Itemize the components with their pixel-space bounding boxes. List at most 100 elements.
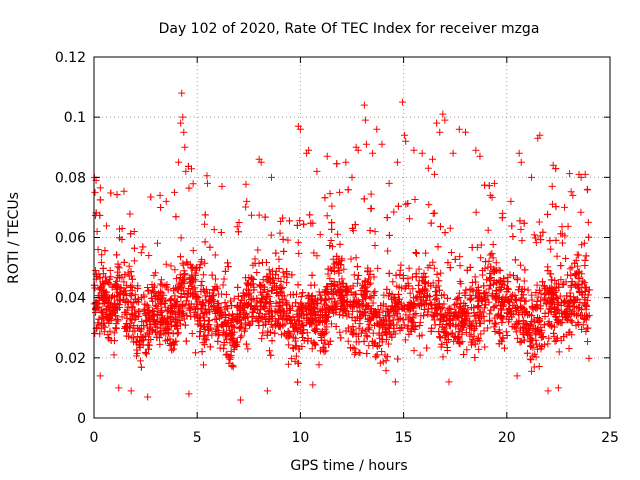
data-point [377,301,385,309]
data-point-peak [391,378,399,386]
data-point [169,329,177,337]
data-point [312,325,320,333]
data-point [132,314,140,322]
data-point [548,322,556,330]
data-point [149,286,157,294]
data-point [439,353,447,361]
data-point-peak [243,197,251,205]
data-point [499,315,507,323]
data-point [544,340,552,348]
data-point [540,295,548,303]
data-point [279,214,287,222]
data-point [374,264,382,272]
data-point [527,342,535,350]
data-point [196,328,204,336]
data-point [168,321,176,329]
data-point [532,336,540,344]
data-point [541,294,549,302]
data-point [283,279,291,287]
data-point [290,327,298,335]
data-point [92,266,100,274]
data-point [583,324,591,332]
data-point [228,328,236,336]
data-point [349,330,357,338]
data-point [281,329,289,337]
data-point [438,340,446,348]
data-point [536,331,544,339]
data-point [466,285,474,293]
data-point [467,322,475,330]
data-point [130,228,138,236]
data-point [486,251,494,259]
data-point [504,297,512,305]
data-point [561,232,569,240]
data-point [537,345,545,353]
data-point [332,322,340,330]
data-point [430,264,438,272]
data-point-peak [309,381,317,389]
data-point [312,312,320,320]
data-point [509,233,517,241]
data-point [265,266,273,274]
data-point [564,222,572,230]
data-point [389,278,397,286]
data-point [103,277,111,285]
data-point [491,328,499,336]
data-point [276,283,284,291]
data-point [357,329,365,337]
data-point [500,275,508,283]
data-point [375,322,383,330]
data-point [391,330,399,338]
data-point [199,271,207,279]
data-point-peak [115,384,123,392]
data-point-peak [393,158,401,166]
data-point [239,289,247,297]
data-point [359,296,367,304]
data-point [351,221,359,229]
data-point [101,273,109,281]
data-point [304,291,312,299]
data-point [461,316,469,324]
x-tick-label: 0 [90,430,99,446]
data-point [430,312,438,320]
data-point [367,190,375,198]
data-point [142,350,150,358]
data-point [277,331,285,339]
data-point [383,285,391,293]
data-point [121,271,129,279]
data-point [307,281,315,289]
data-point [224,259,232,267]
data-point [227,332,235,340]
data-point [544,267,552,275]
data-point [543,300,551,308]
data-point [210,226,218,234]
data-point [150,288,158,296]
data-point [247,211,255,219]
data-point [228,302,236,310]
data-point [321,312,329,320]
data-point [314,318,322,326]
data-point [512,304,520,312]
data-point-peak [476,152,484,160]
data-point [486,275,494,283]
data-point [584,338,592,346]
data-point [250,304,258,312]
data-point [490,303,498,311]
data-point [299,289,307,297]
data-point [370,273,378,281]
data-point [222,302,230,310]
data-point [501,344,509,352]
data-point [299,321,307,329]
data-point [193,263,201,271]
data-point [115,264,123,272]
data-point [300,310,308,318]
data-point [194,293,202,301]
data-point [187,275,195,283]
data-point-peak [127,387,135,395]
data-point [110,351,118,359]
data-point [321,297,329,305]
data-point [434,300,442,308]
data-point [555,283,563,291]
data-point [221,299,229,307]
data-point [460,321,468,329]
